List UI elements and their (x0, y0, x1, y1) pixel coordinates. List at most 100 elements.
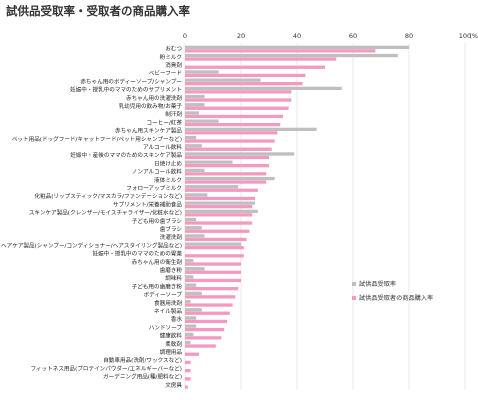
bar-group (185, 226, 250, 233)
category-label: 健康飲料 (160, 332, 183, 340)
category-label: 赤ちゃん用スキンケア製品 (115, 127, 182, 135)
bar-purchased (185, 114, 283, 119)
category-label: 調味料 (165, 274, 182, 282)
bar-received (185, 86, 342, 90)
bar-received (185, 283, 197, 287)
x-tick-label: 60 (349, 32, 357, 40)
bar-received (185, 234, 205, 238)
bar-purchased (185, 377, 191, 381)
bar-received (185, 316, 197, 320)
bar-received (185, 103, 205, 107)
category-labels: おむつ粉ミルク消臭剤ベビーフード赤ちゃん用のボディーソープ/シャンプー妊娠中・授… (1, 46, 182, 389)
bar-purchased (185, 213, 253, 217)
category-label: 調理用品 (160, 348, 183, 356)
bar-received (185, 299, 191, 304)
bar-purchased (185, 352, 199, 356)
bar-received (185, 144, 202, 148)
bar-purchased (185, 106, 289, 110)
bar-purchased (185, 344, 216, 348)
bar-received (185, 201, 255, 205)
bar-purchased (185, 369, 191, 373)
bar-received (185, 168, 205, 172)
bar-purchased (185, 254, 244, 258)
bar-received (185, 185, 239, 189)
bar-purchased (185, 278, 241, 283)
bar-received (185, 275, 194, 279)
bar-received (185, 127, 317, 131)
bar-group (185, 65, 325, 69)
category-label: 妊娠中・産後のママのためのスキンケア製品 (70, 151, 182, 159)
category-label: 食器用洗剤 (154, 299, 182, 307)
bar-purchased (185, 270, 241, 274)
legend-swatch (352, 282, 356, 286)
bar-group (185, 152, 295, 160)
bar-purchased (185, 287, 239, 291)
bar-group (185, 176, 275, 184)
category-label: ノンアルコール飲料 (132, 168, 183, 176)
bar-received (185, 94, 205, 99)
bar-purchased (185, 319, 227, 324)
bar-received (185, 308, 202, 312)
bar-group (185, 94, 292, 102)
bar-purchased (185, 303, 233, 307)
bar-group (185, 369, 191, 373)
bar-group (185, 291, 236, 299)
bar-purchased (185, 196, 255, 201)
bar-purchased (185, 295, 236, 299)
bar-group (185, 201, 255, 209)
x-tick-label: 0 (183, 32, 187, 40)
bar-group (185, 45, 409, 53)
category-label: 香水 (171, 315, 183, 323)
bar-group (185, 242, 244, 250)
bar-purchased (185, 90, 292, 94)
bar-group (185, 308, 230, 315)
category-label: 赤ちゃん用の洗濯洗剤 (126, 94, 182, 102)
bar-purchased (185, 73, 306, 78)
bar-received (185, 70, 219, 74)
bar-received (185, 45, 409, 49)
bar-received (185, 193, 208, 197)
bar-purchased (185, 360, 191, 365)
bars (185, 45, 409, 389)
bar-received (185, 152, 295, 156)
bar-purchased (185, 82, 303, 86)
bar-received (185, 176, 275, 181)
bar-purchased (185, 262, 241, 266)
bar-group (185, 53, 398, 61)
category-label: ハンドソープ (149, 324, 183, 331)
bar-group (185, 258, 241, 266)
bar-received (185, 160, 233, 164)
bar-purchased (185, 98, 292, 102)
bar-received (185, 53, 398, 58)
category-label: 赤ちゃん用のボディーソープ/シャンプー (80, 77, 182, 85)
category-label: 自動車用品(洗剤/ワックスなど) (103, 356, 182, 364)
bar-purchased (185, 180, 267, 184)
category-label: 乳幼児用の飲み物/お菓子 (119, 102, 183, 110)
category-label: ネイル製品 (154, 307, 182, 315)
bar-group (185, 332, 222, 340)
bar-group (185, 144, 272, 151)
bar-received (185, 332, 194, 336)
bar-group (185, 86, 342, 94)
bar-received (185, 258, 194, 263)
bar-purchased (185, 172, 267, 176)
category-label: 文房具 (165, 381, 182, 389)
category-label: ボディーソープ (144, 291, 183, 299)
bar-purchased (185, 188, 258, 192)
bar-received (185, 135, 197, 140)
category-label: ガーデニング用品(種/肥料など) (103, 373, 182, 381)
chart-title: 試供品受取率・受取者の商品購入率 (6, 4, 190, 18)
category-label: コーヒー/紅茶 (147, 118, 183, 126)
category-label: ペット用品(ドッグフード/キャットフード/ペット用シャンプーなど) (12, 135, 182, 143)
bar-group (185, 267, 241, 274)
category-label: 柔軟剤 (165, 340, 182, 348)
category-label: スキンケア製品(クレンザー/モイスチャライザー/化粧水など) (29, 209, 182, 217)
category-label: 消臭剤 (165, 61, 182, 69)
bar-purchased (185, 311, 230, 315)
bar-group (185, 185, 258, 192)
category-label: 子ども用の歯磨き粉 (132, 282, 183, 290)
bar-group (185, 78, 303, 86)
bar-group (185, 275, 241, 283)
bar-group (185, 135, 275, 143)
